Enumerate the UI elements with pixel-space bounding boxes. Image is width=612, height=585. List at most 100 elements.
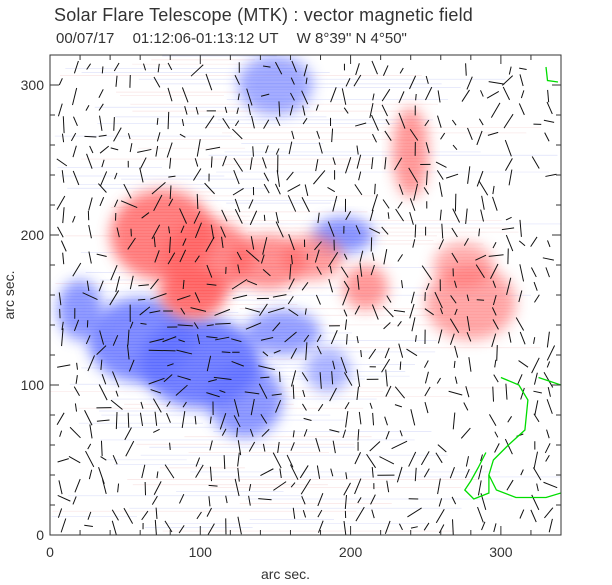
field-vector [169,157,172,169]
field-vector [492,319,499,330]
field-vector [354,305,361,315]
field-vector [533,390,542,394]
field-vector [302,403,307,411]
field-vector [397,321,402,327]
field-vector [425,283,430,291]
field-vector [120,200,138,209]
field-vector [331,371,334,385]
field-vector [248,483,252,491]
field-vector [111,520,117,535]
field-vector [222,155,227,167]
field-vector [275,221,284,238]
field-vector [386,295,392,303]
field-vector [385,430,390,440]
field-vector [151,182,166,195]
field-vector [371,509,375,519]
field-vector [420,451,430,466]
field-vector [344,494,348,510]
contour-line [488,376,561,499]
field-vector [353,74,362,87]
field-vector [290,92,295,101]
field-vector [292,430,295,438]
field-vector [85,450,95,468]
field-vector [176,349,193,355]
field-vector [260,254,265,264]
field-vector [259,303,268,316]
field-vector [182,401,187,408]
field-vector [261,428,270,437]
field-vector [546,399,553,414]
positive-polarity-region [162,220,253,295]
field-vector [141,212,150,219]
field-vector [250,236,255,250]
field-vector [179,249,187,263]
field-vector [316,345,322,355]
field-vector [371,467,374,478]
field-vector [481,195,485,210]
negative-polarity-region [245,310,321,355]
field-vector [153,76,161,88]
field-vector [177,375,191,381]
field-vector [99,197,105,207]
field-vector [260,413,268,424]
positive-polarity-region [343,265,389,310]
field-vector [546,429,550,439]
transverse-field-vectors [56,60,558,535]
field-vector [154,519,157,535]
field-vector [355,63,360,76]
field-vector [206,324,214,327]
field-vector [398,112,406,129]
field-vector [356,386,359,401]
field-vector [519,331,526,345]
figure-subtitle: 00/07/17 01:12:06-01:13:12 UT W 8°39" N … [56,30,421,47]
negative-polarity-region [87,298,193,382]
field-vector [61,133,65,143]
field-vector [157,63,160,73]
positive-polarity-region [392,107,429,198]
field-vector [113,117,115,131]
field-vector [84,410,93,426]
field-vector [113,62,120,72]
field-vector [313,170,326,185]
field-vector [153,428,160,433]
field-vector [344,401,350,410]
field-vector [72,145,77,158]
field-vector [489,414,497,427]
field-vector [220,226,226,238]
field-vector [411,317,416,332]
field-vector [123,183,132,199]
field-vector [278,101,281,117]
field-vector [345,472,348,480]
field-vector [101,66,104,74]
field-vector [291,60,297,73]
field-vector [96,419,110,422]
positive-polarity-region [433,242,494,288]
field-vector [100,359,103,370]
field-vector [343,482,351,496]
field-vector [292,507,296,519]
field-vector [466,76,473,90]
field-vector [414,467,417,482]
field-vector [245,249,260,262]
field-vector [533,281,538,291]
y-axis-label: arc sec. [1,270,17,319]
field-vector [355,225,361,235]
field-vector [316,130,321,139]
field-vector [502,86,511,101]
field-vector [193,210,201,224]
field-vector [206,336,218,339]
field-vector [273,481,287,491]
field-vector [343,107,349,114]
field-vector [480,209,484,222]
field-vector [206,283,217,286]
y-tick-label: 0 [36,527,44,543]
field-vector [530,267,537,278]
field-vector [72,215,76,223]
field-vector [87,443,92,450]
field-vector [209,416,212,424]
field-vector [438,498,443,507]
field-vector [116,227,120,238]
field-vector [454,345,459,358]
field-vector [317,492,324,507]
field-vector [460,427,471,439]
